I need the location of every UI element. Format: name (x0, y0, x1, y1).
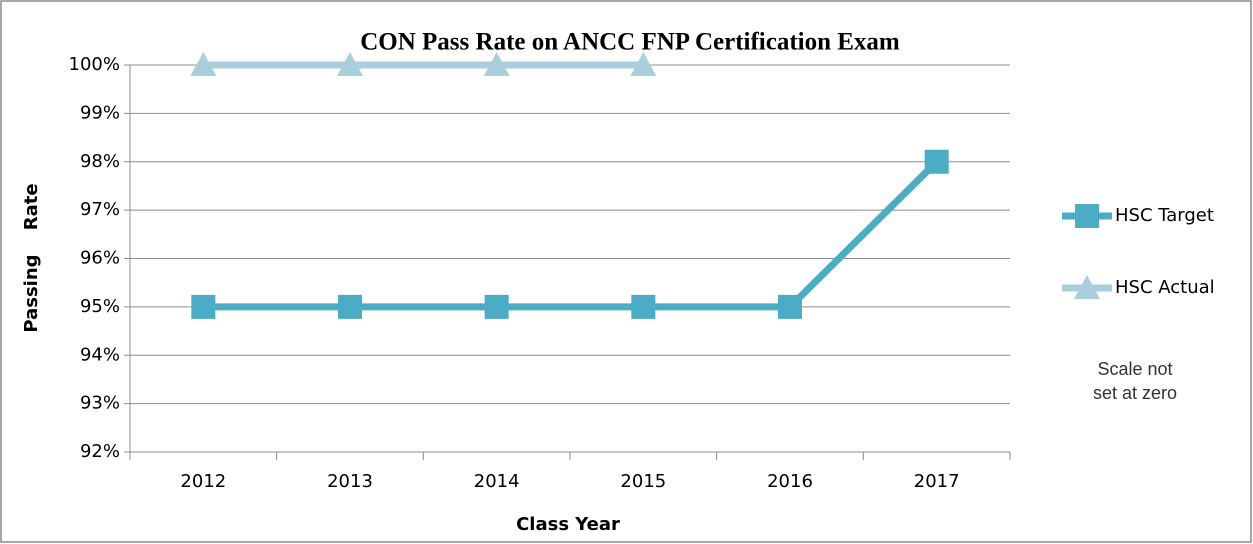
x-tick-label: 2016 (767, 471, 813, 492)
point-marker (191, 294, 216, 319)
point-marker (778, 294, 802, 319)
point-marker (190, 52, 217, 76)
x-tick-label: 2017 (914, 471, 960, 492)
point-marker (337, 52, 363, 76)
point-marker (484, 294, 509, 319)
point-marker (630, 52, 657, 76)
x-tick-label: 2015 (620, 471, 666, 492)
x-tick-label: 2013 (327, 471, 373, 492)
x-axis-label: Class Year (516, 514, 620, 535)
y-tick-label: 96% (80, 248, 120, 269)
annotation: Scale not (1097, 359, 1172, 379)
point-marker (338, 294, 362, 319)
y-tick-label: 100% (69, 54, 120, 75)
y-tick-label: 95% (80, 296, 120, 317)
annotation: set at zero (1093, 383, 1177, 403)
y-tick-label: 97% (80, 199, 120, 220)
legend-label: HSC Target (1115, 205, 1214, 226)
legend-label: HSC Actual (1115, 277, 1215, 298)
y-tick-label: 94% (80, 344, 120, 365)
y-tick-label: 99% (80, 102, 120, 123)
point-marker (924, 149, 949, 174)
x-tick-label: 2012 (180, 471, 226, 492)
y-axis-label: Passing Rate (21, 183, 42, 332)
legend-marker (1075, 204, 1099, 228)
y-tick-label: 93% (80, 393, 120, 414)
legend-marker (1074, 275, 1100, 299)
series-line (203, 159, 940, 311)
point-marker (483, 52, 510, 76)
y-tick-label: 98% (80, 151, 120, 172)
point-marker (631, 294, 656, 319)
y-tick-label: 92% (80, 441, 120, 462)
chart-title: CON Pass Rate on ANCC FNP Certification … (360, 29, 900, 56)
x-tick-label: 2014 (474, 471, 520, 492)
